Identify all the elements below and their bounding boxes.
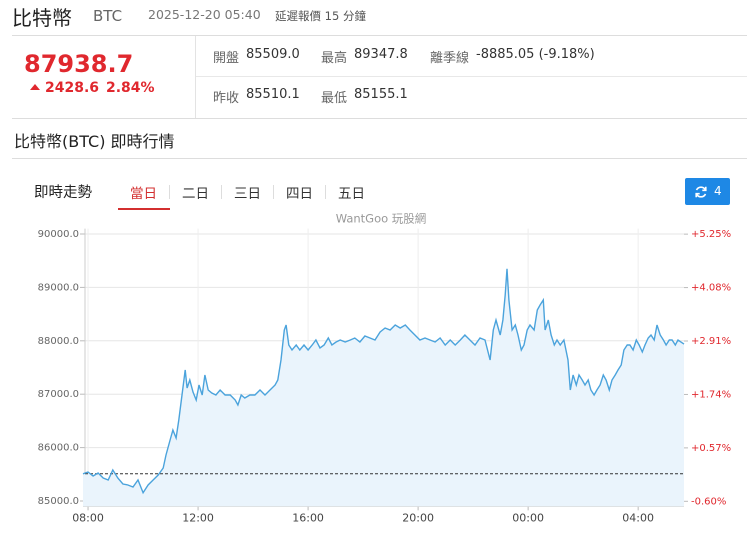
stat-label: 昨收 <box>213 91 240 106</box>
x-tick-label: 00:00 <box>512 511 544 524</box>
y-tick-label: 88000.0 <box>38 336 79 347</box>
quote-time: 2025-12-20 05:40 <box>148 7 261 22</box>
tab[interactable]: 五日 <box>338 186 365 202</box>
tabs-title: 即時走勢 <box>34 185 92 201</box>
stat-label: 離季線 <box>430 51 470 66</box>
area <box>83 268 684 507</box>
y-tick-label: 86000.0 <box>38 443 79 454</box>
y2-tick-label: +0.57% <box>691 443 731 454</box>
x-tick-label: 20:00 <box>402 511 434 524</box>
stat-value: 85155.1 <box>354 87 408 102</box>
delay-note: 延遲報價 15 分鐘 <box>275 9 366 23</box>
tab[interactable]: 當日 <box>130 186 157 202</box>
change: 2428.6 <box>45 80 100 96</box>
coin-name: 比特幣 <box>12 6 72 30</box>
x-tick-label: 16:00 <box>292 511 324 524</box>
y-tick-label: 89000.0 <box>38 282 79 293</box>
y2-tick-label: +5.25% <box>691 229 731 240</box>
refresh-icon <box>695 186 707 198</box>
y-tick-label: 87000.0 <box>38 389 79 400</box>
stat-value: 89347.8 <box>354 47 408 62</box>
stat-value: 85510.1 <box>246 87 300 102</box>
y2-tick-label: +1.74% <box>691 389 731 400</box>
tab-separator <box>273 185 274 199</box>
divider <box>195 36 196 118</box>
tab[interactable]: 三日 <box>234 186 261 202</box>
up-arrow <box>30 84 40 90</box>
x-tick-label: 12:00 <box>182 511 214 524</box>
tab-separator <box>325 185 326 199</box>
stat-label: 最低 <box>321 91 348 106</box>
tab-separator <box>169 185 170 199</box>
stat-value: -8885.05 (-9.18%) <box>476 47 595 62</box>
price-line <box>82 268 685 495</box>
stat-label: 開盤 <box>213 51 240 66</box>
divider <box>12 158 747 159</box>
price: 87938.7 <box>24 50 134 78</box>
stat-label: 最高 <box>321 51 348 66</box>
refresh-button[interactable]: 4 <box>685 178 730 205</box>
tab[interactable]: 二日 <box>182 186 209 202</box>
y2-tick-label: -0.60% <box>691 496 726 507</box>
watermark: WantGoo 玩股網 <box>336 212 427 226</box>
coin-symbol: BTC <box>93 7 123 25</box>
refresh-count: 4 <box>714 184 722 198</box>
section-title: 比特幣(BTC) 即時行情 <box>14 132 175 151</box>
divider <box>196 76 747 77</box>
x-tick-label: 04:00 <box>622 511 654 524</box>
y2-tick-label: +2.91% <box>691 336 731 347</box>
y-tick-label: 85000.0 <box>38 496 79 507</box>
y-tick-label: 90000.0 <box>38 229 79 240</box>
change-pct: 2.84% <box>106 80 155 96</box>
tab-separator <box>221 185 222 199</box>
tab-underline <box>118 208 170 210</box>
y2-tick-label: +4.08% <box>691 283 731 294</box>
stat-value: 85509.0 <box>246 47 300 62</box>
tab[interactable]: 四日 <box>286 186 313 202</box>
quote-box <box>12 35 747 119</box>
x-tick-label: 08:00 <box>72 511 104 524</box>
